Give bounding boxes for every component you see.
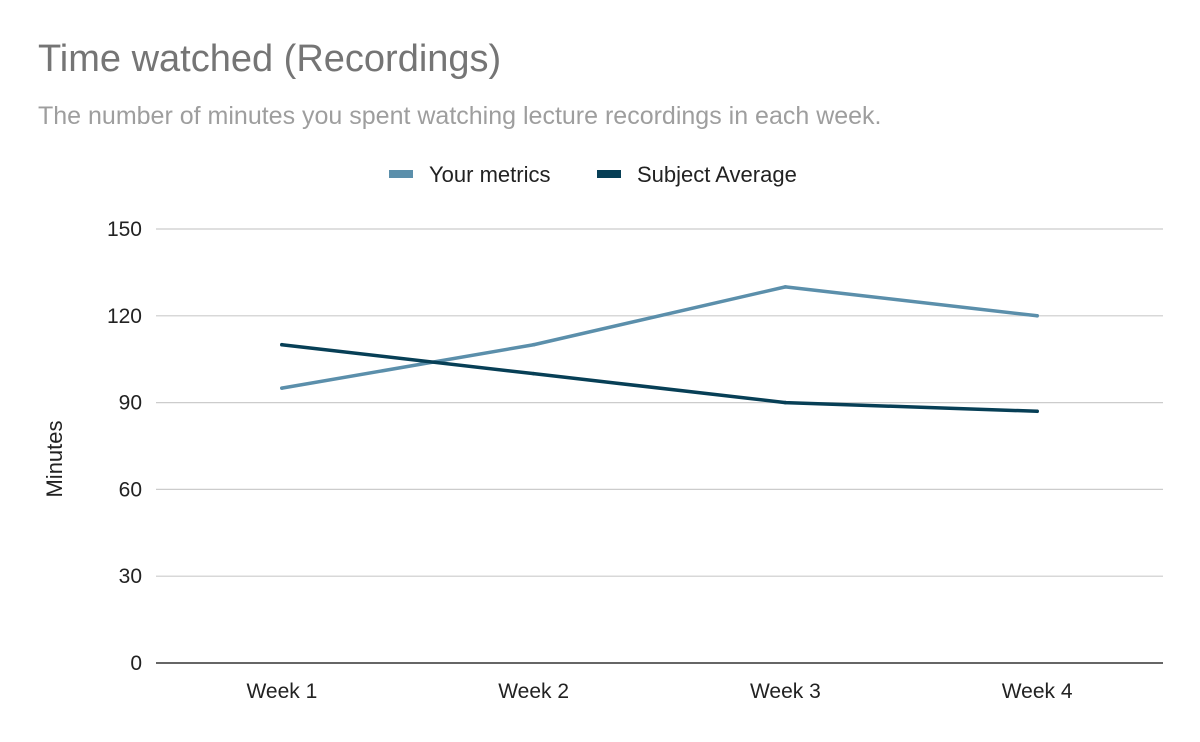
y-tick-label: 90 [119,392,142,415]
data-point [280,386,284,390]
chart-title: Time watched (Recordings) [38,38,502,80]
y-tick-label: 120 [107,305,142,328]
y-tick-label: 0 [130,652,142,675]
series-line-1 [280,342,1039,414]
x-tick-label: Week 2 [498,680,569,703]
chart-subtitle: The number of minutes you spent watching… [38,102,882,130]
series-line-0 [280,285,1039,390]
y-tick-label: 60 [119,478,142,501]
y-axis-title: Minutes [42,420,67,497]
data-point [783,285,788,289]
legend-label: Subject Average [637,162,797,187]
y-tick-label: 30 [119,565,142,588]
legend-label: Your metrics [429,162,550,187]
y-axis-ticks: 0 30 60 90 120 150 [107,218,142,675]
x-tick-label: Week 1 [246,680,317,703]
legend-swatch [389,170,413,178]
data-point [280,342,284,347]
series-lines [280,285,1039,414]
data-point [531,342,536,347]
data-point [783,400,788,405]
data-point [531,371,536,376]
legend: Your metrics Subject Average [389,162,797,187]
legend-swatch [597,170,621,178]
x-tick-label: Week 4 [1002,680,1073,703]
data-point [1035,409,1039,414]
gridlines [156,228,1163,664]
x-tick-label: Week 3 [750,680,821,703]
x-axis-ticks: Week 1 Week 2 Week 3 Week 4 [246,680,1072,703]
data-point [1035,314,1039,318]
y-tick-label: 150 [107,218,142,241]
